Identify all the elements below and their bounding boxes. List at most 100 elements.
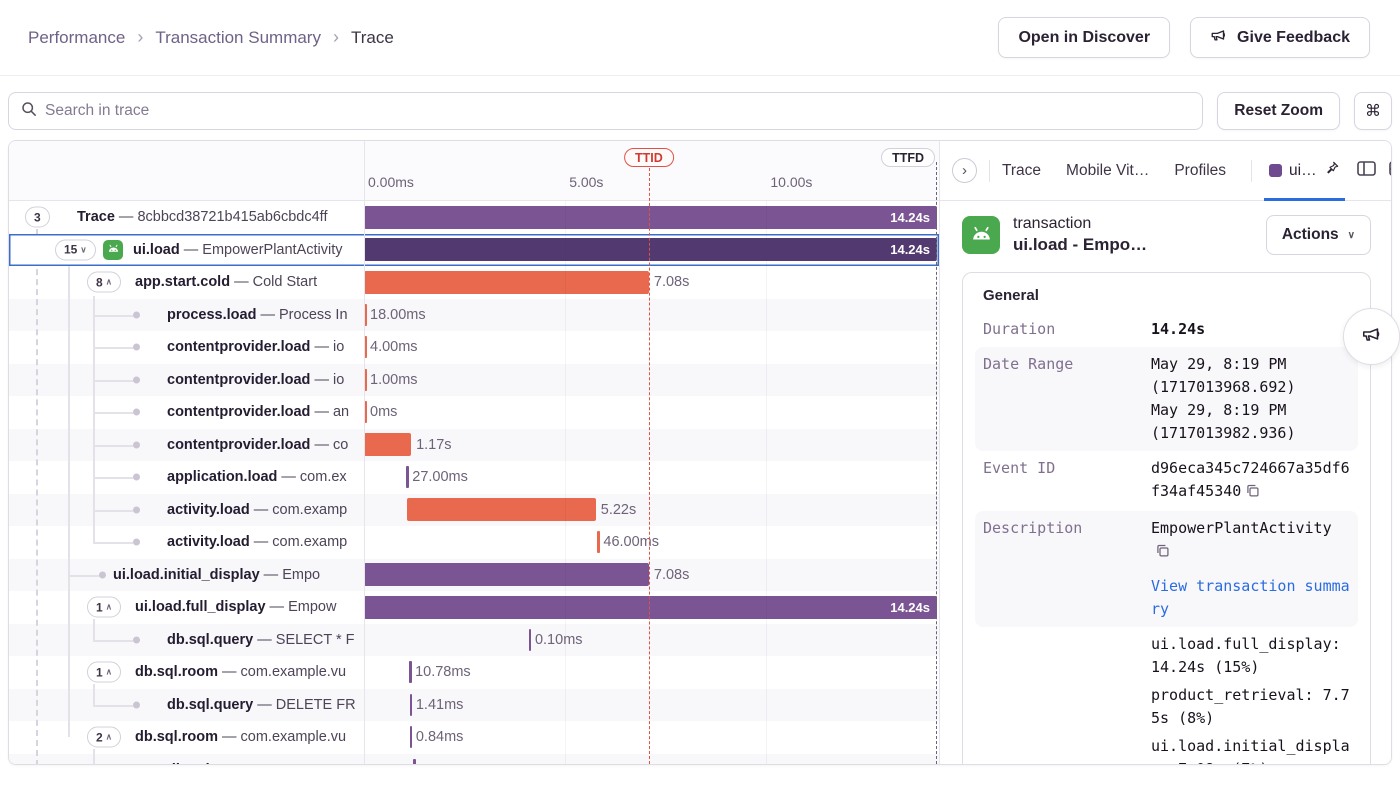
- search-input[interactable]: [45, 102, 1191, 120]
- span-chart-cell[interactable]: 1.41ms: [364, 689, 939, 722]
- trace-row[interactable]: application.load — com.ex 27.00ms: [9, 461, 939, 494]
- span-tree-cell[interactable]: contentprovider.load — io: [9, 331, 364, 364]
- reset-zoom-button[interactable]: Reset Zoom: [1217, 92, 1340, 130]
- trace-row[interactable]: db.sql.query — DELETE FR 1.41ms: [9, 688, 939, 722]
- ttfd-badge[interactable]: TTFD: [881, 148, 935, 167]
- span-tree-cell[interactable]: 1 ∧ ui.load.full_display — Empow: [9, 591, 364, 624]
- expand-pill[interactable]: 2 ∧: [87, 726, 121, 748]
- trace-row[interactable]: 1 ∧ db.sql.room — com.example.vu 10.78ms: [9, 656, 939, 689]
- trace-row[interactable]: activity.load — com.examp 46.00ms: [9, 526, 939, 559]
- copy-icon[interactable]: [1155, 542, 1170, 565]
- trace-row[interactable]: 2 ∧ db.sql.room — com.example.vu 0.84ms: [9, 721, 939, 754]
- layout-sidebar-left-icon[interactable]: [1356, 160, 1376, 181]
- trace-row[interactable]: contentprovider.load — an 0ms: [9, 396, 939, 429]
- expand-pill[interactable]: 1 ∧: [87, 596, 121, 618]
- layout-split-bottom-icon[interactable]: [1388, 160, 1391, 181]
- trace-row[interactable]: db.sql.query — SELECT * F 0.10ms: [9, 623, 939, 657]
- search-box[interactable]: [8, 92, 1204, 130]
- span-bar[interactable]: [364, 433, 412, 456]
- pin-icon[interactable]: [1324, 160, 1340, 181]
- expand-pill[interactable]: 8 ∧: [87, 271, 121, 293]
- span-tree-cell[interactable]: ui.load.initial_display — Empo: [9, 559, 364, 592]
- span-chart-cell[interactable]: 0ms: [364, 396, 939, 429]
- span-tick[interactable]: [364, 336, 367, 358]
- span-tree-cell[interactable]: 1 ∧ db.sql.room — com.example.vu: [9, 656, 364, 689]
- tab-trace[interactable]: Trace: [1002, 161, 1042, 179]
- span-chart-cell[interactable]: 0.84ms: [364, 721, 939, 754]
- span-chart-cell[interactable]: 2.7: [364, 754, 939, 764]
- span-chart-cell[interactable]: 1.00ms: [364, 364, 939, 397]
- trace-row[interactable]: 3 Trace — 8cbbcd38721b415ab6cbdc4ff 14.24s: [9, 201, 939, 234]
- trace-row[interactable]: contentprovider.load — io 4.00ms: [9, 331, 939, 364]
- span-chart-cell[interactable]: 27.00ms: [364, 461, 939, 494]
- breadcrumb-transaction-summary[interactable]: Transaction Summary: [155, 27, 321, 47]
- timeline-axis[interactable]: 0.00ms 5.00s 10.00s TTID TTFD: [364, 141, 939, 200]
- actions-dropdown-button[interactable]: Actions ∨: [1265, 215, 1371, 255]
- tab-profiles[interactable]: Profiles: [1174, 161, 1227, 179]
- span-tree-cell[interactable]: activity.load — com.examp: [9, 526, 364, 559]
- expand-pill[interactable]: 3: [25, 206, 50, 228]
- trace-row[interactable]: ui.load.initial_display — Empo 7.08s: [9, 558, 939, 592]
- span-tick[interactable]: [409, 726, 413, 748]
- span-chart-cell[interactable]: 18.00ms: [364, 299, 939, 332]
- expand-pill[interactable]: 1 ∧: [87, 661, 121, 683]
- span-bar[interactable]: [364, 270, 649, 294]
- span-tree-cell[interactable]: process.load — Process In: [9, 299, 364, 332]
- give-feedback-button[interactable]: Give Feedback: [1190, 17, 1370, 58]
- span-tree-cell[interactable]: 2 ∧ db.sql.room — com.example.vu: [9, 721, 364, 754]
- span-bar[interactable]: [364, 563, 649, 586]
- tab-ui-load-active[interactable]: ui…: [1264, 141, 1345, 201]
- span-bar[interactable]: 14.24s: [364, 595, 937, 619]
- span-tree-cell[interactable]: 15 ∨ ui.load — EmpowerPlantActivity: [9, 234, 364, 267]
- span-tree-cell[interactable]: db.sql.query — SELECT * F: [9, 624, 364, 657]
- span-tick[interactable]: [409, 661, 412, 683]
- ttid-badge[interactable]: TTID: [623, 148, 674, 167]
- span-tree-cell[interactable]: 3 Trace — 8cbbcd38721b415ab6cbdc4ff: [9, 201, 364, 234]
- span-tree-cell[interactable]: application.load — com.ex: [9, 461, 364, 494]
- span-bar[interactable]: 14.24s: [364, 238, 937, 261]
- trace-row[interactable]: db.sql.query — INSERT OR 2.7: [9, 753, 939, 764]
- span-tick[interactable]: [597, 531, 600, 553]
- expand-pill[interactable]: 15 ∨: [55, 239, 96, 261]
- span-chart-cell[interactable]: 14.24s: [364, 234, 939, 267]
- span-bar[interactable]: [407, 498, 596, 521]
- copy-icon[interactable]: [1245, 482, 1260, 505]
- span-tick[interactable]: [413, 758, 416, 764]
- shortcut-button[interactable]: ⌘: [1354, 92, 1392, 130]
- span-tick[interactable]: [364, 401, 367, 423]
- trace-row[interactable]: activity.load — com.examp 5.22s: [9, 493, 939, 527]
- trace-row[interactable]: 8 ∧ app.start.cold — Cold Start 7.08s: [9, 266, 939, 299]
- span-tick[interactable]: [364, 368, 367, 391]
- span-tree-cell[interactable]: db.sql.query — INSERT OR: [9, 754, 364, 764]
- span-bar[interactable]: 14.24s: [364, 205, 937, 229]
- span-chart-cell[interactable]: 14.24s: [364, 591, 939, 624]
- span-tick[interactable]: [528, 628, 532, 651]
- span-chart-cell[interactable]: 1.17s: [364, 429, 939, 462]
- span-chart-cell[interactable]: 7.08s: [364, 266, 939, 299]
- span-chart-cell[interactable]: 46.00ms: [364, 526, 939, 559]
- view-transaction-summary-link[interactable]: View transaction summary: [1151, 577, 1350, 618]
- span-tick[interactable]: [364, 303, 367, 326]
- span-chart-cell[interactable]: 4.00ms: [364, 331, 939, 364]
- span-tree-cell[interactable]: contentprovider.load — io: [9, 364, 364, 397]
- span-chart-cell[interactable]: 14.24s: [364, 201, 939, 234]
- span-chart-cell[interactable]: 7.08s: [364, 559, 939, 592]
- span-chart-cell[interactable]: 0.10ms: [364, 624, 939, 657]
- span-chart-cell[interactable]: 10.78ms: [364, 656, 939, 689]
- tab-mobile-vitals[interactable]: Mobile Vit…: [1066, 161, 1150, 179]
- span-tree-cell[interactable]: activity.load — com.examp: [9, 494, 364, 527]
- feedback-widget-button[interactable]: [1343, 308, 1400, 365]
- breadcrumb-performance[interactable]: Performance: [28, 27, 126, 47]
- span-tick[interactable]: [406, 466, 409, 488]
- span-tick[interactable]: [409, 693, 413, 716]
- span-tree-cell[interactable]: contentprovider.load — co: [9, 429, 364, 462]
- trace-row[interactable]: contentprovider.load — co 1.17s: [9, 428, 939, 462]
- trace-row[interactable]: 1 ∧ ui.load.full_display — Empow 14.24s: [9, 591, 939, 624]
- span-tree-cell[interactable]: 8 ∧ app.start.cold — Cold Start: [9, 266, 364, 299]
- trace-row[interactable]: process.load — Process In 18.00ms: [9, 298, 939, 332]
- trace-row[interactable]: 15 ∨ ui.load — EmpowerPlantActivity 14.24s: [9, 233, 939, 267]
- tree-chart-divider[interactable]: [364, 141, 365, 764]
- open-in-discover-button[interactable]: Open in Discover: [998, 17, 1171, 58]
- trace-row[interactable]: contentprovider.load — io 1.00ms: [9, 363, 939, 397]
- span-tree-cell[interactable]: db.sql.query — DELETE FR: [9, 689, 364, 722]
